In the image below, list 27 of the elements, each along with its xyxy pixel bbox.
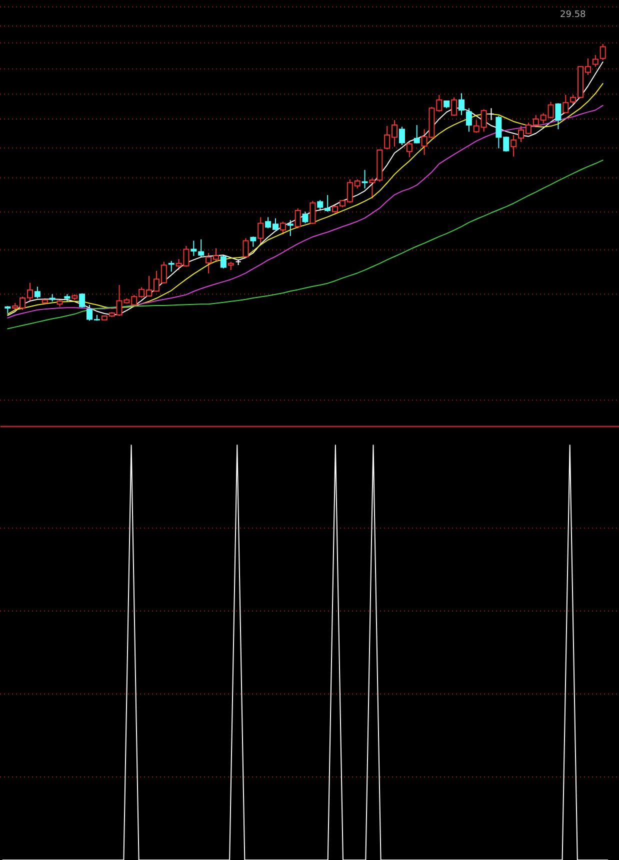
candlestick	[250, 236, 256, 248]
candlestick	[466, 108, 472, 132]
candlestick	[302, 211, 308, 224]
candlestick	[220, 254, 226, 269]
candlestick	[406, 141, 412, 158]
candlestick	[168, 260, 174, 272]
candlestick	[79, 292, 86, 308]
candlestick	[414, 124, 420, 144]
candlestick	[294, 208, 301, 229]
candlestick	[510, 134, 517, 158]
candlestick	[555, 102, 562, 130]
candlestick	[242, 238, 249, 258]
candlestick	[324, 194, 331, 212]
candlestick	[488, 108, 494, 121]
candlestick	[458, 92, 464, 116]
candlestick	[34, 286, 40, 299]
candlestick	[287, 219, 294, 237]
text: 29.58	[560, 10, 586, 20]
candlestick	[280, 221, 286, 235]
candlestick	[451, 96, 458, 116]
candlestick	[258, 216, 264, 245]
candlestick	[310, 200, 316, 225]
candlestick	[398, 126, 405, 146]
candlestick	[317, 200, 324, 211]
candlestick	[198, 238, 204, 258]
candlestick	[190, 240, 197, 256]
candlestick	[362, 169, 368, 189]
